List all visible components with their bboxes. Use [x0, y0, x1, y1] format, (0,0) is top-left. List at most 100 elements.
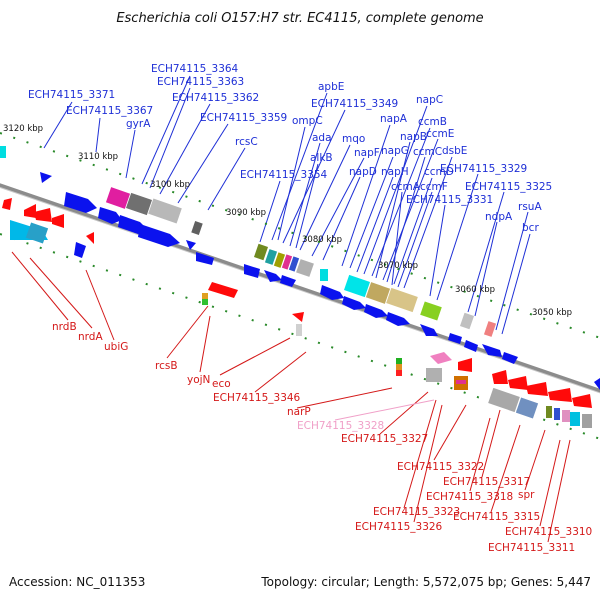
gene-label[interactable]: ECH74115_3326 — [355, 521, 443, 533]
accession-text: Accession: NC_011353 — [9, 575, 145, 589]
gene-arrow — [244, 264, 260, 278]
gene-box — [554, 408, 560, 420]
gene-label[interactable]: napA — [380, 113, 408, 125]
gene-label[interactable]: napH — [381, 166, 409, 178]
gene-box — [148, 198, 182, 224]
pseudogene-label[interactable]: ECH74115_3328 — [297, 420, 384, 432]
gene-label[interactable]: alkB — [310, 152, 333, 164]
pseudo-leader-line — [334, 399, 435, 421]
gene-box — [396, 358, 402, 364]
gene-label[interactable]: ccmC — [413, 146, 442, 158]
gene-label[interactable]: dsbE — [442, 145, 467, 157]
gene-label[interactable]: ada — [312, 132, 332, 144]
gene-label[interactable]: napG — [381, 145, 409, 157]
tick-label: 3050 kbp — [532, 308, 572, 318]
forward-leader-lines — [43, 75, 531, 335]
gene-box — [125, 192, 153, 216]
gene-label[interactable]: ECH74115_3327 — [341, 433, 428, 445]
gene-arrow — [2, 198, 12, 210]
tick-label: 3110 kbp — [78, 152, 118, 162]
gene-label[interactable]: gyrA — [126, 118, 151, 130]
gene-box — [25, 222, 49, 244]
gene-label[interactable]: ECH74115_3349 — [311, 98, 398, 110]
genome-summary-text: Topology: circular; Length: 5,572,075 bp… — [260, 575, 591, 589]
gene-box — [0, 146, 6, 158]
gene-box — [343, 274, 371, 298]
gene-arrow — [526, 382, 548, 396]
gene-label[interactable]: ECH74115_3354 — [240, 169, 328, 181]
gene-label[interactable]: ECH74115_3371 — [28, 89, 115, 101]
gene-box — [459, 312, 475, 330]
gene-box — [296, 259, 314, 277]
gene-label[interactable]: ECH74115_3346 — [213, 392, 301, 404]
gene-label[interactable]: ECH74115_3311 — [488, 542, 575, 554]
gene-box — [202, 293, 208, 299]
gene-label[interactable]: ECH74115_3322 — [397, 461, 484, 473]
gene-box — [281, 254, 293, 270]
gene-arrow — [24, 204, 36, 218]
gene-label[interactable]: narP — [287, 406, 311, 418]
gene-box — [546, 406, 552, 418]
tick-label: 3100 kbp — [150, 180, 190, 190]
gene-box — [456, 380, 466, 384]
gene-label[interactable]: ccmB — [418, 116, 447, 128]
gene-label[interactable]: nrdA — [78, 331, 103, 343]
gene-label[interactable]: ECH74115_3318 — [426, 491, 513, 503]
gene-label[interactable]: ccmE — [426, 128, 454, 140]
gene-label[interactable]: ECH74115_3310 — [505, 526, 592, 538]
gene-label[interactable]: ndpA — [485, 211, 513, 223]
gene-label[interactable]: ECH74115_3323 — [373, 506, 460, 518]
gene-label[interactable]: ubiG — [104, 341, 128, 353]
gene-arrow — [508, 376, 528, 390]
gene-arrow — [186, 240, 196, 250]
gene-label[interactable]: ECH74115_3363 — [157, 76, 244, 88]
gene-arrow — [572, 394, 592, 408]
gene-label[interactable]: ECH74115_3325 — [465, 181, 552, 193]
gene-label[interactable]: eco — [212, 378, 231, 390]
reverse-leader-lines — [11, 251, 571, 543]
gene-label[interactable]: ECH74115_3364 — [151, 63, 239, 75]
gene-box — [296, 324, 302, 336]
gene-arrow — [280, 275, 296, 287]
gene-label[interactable]: ECH74115_3315 — [453, 511, 540, 523]
gene-label[interactable]: ccmA — [391, 181, 421, 193]
gene-label[interactable]: rsuA — [518, 201, 542, 213]
gene-label[interactable]: ECH74115_3359 — [200, 112, 287, 124]
gene-label[interactable]: ECH74115_3367 — [66, 105, 153, 117]
map-title: Escherichia coli O157:H7 str. EC4115, co… — [116, 11, 483, 26]
gene-label[interactable]: bcr — [522, 222, 539, 234]
gene-box — [396, 370, 402, 376]
gene-label[interactable]: napC — [416, 94, 443, 106]
gene-label[interactable]: apbE — [318, 81, 344, 93]
gene-label[interactable]: napB — [400, 131, 427, 143]
gene-label[interactable]: nrdB — [52, 321, 77, 333]
tick-label: 3060 kbp — [455, 285, 495, 295]
gene-box — [386, 287, 418, 313]
gene-label[interactable]: yojN — [187, 374, 210, 386]
gene-arrow — [196, 252, 214, 265]
gene-label[interactable]: ccmD — [424, 166, 454, 178]
gene-arrow — [34, 208, 52, 222]
gene-label[interactable]: ECH74115_3329 — [440, 163, 527, 175]
gene-box — [288, 256, 300, 272]
gene-label[interactable]: rcsB — [155, 360, 178, 372]
gene-label[interactable]: spr — [518, 489, 535, 501]
gene-arrow — [86, 232, 94, 244]
gene-label[interactable]: mqo — [342, 133, 365, 145]
tick-label: 3090 kbp — [226, 208, 266, 218]
gene-label[interactable]: ECH74115_3317 — [443, 476, 530, 488]
gene-label[interactable]: napD — [349, 166, 377, 178]
gene-label[interactable]: napF — [354, 147, 380, 159]
gene-arrow — [264, 270, 282, 282]
gene-box — [488, 387, 520, 413]
gene-arrow — [320, 285, 344, 300]
forward-gene-labels: ECH74115_3371 ECH74115_3367 ECH74115_336… — [28, 63, 552, 234]
gene-label[interactable]: ECH74115_3362 — [172, 92, 259, 104]
gene-label[interactable]: ccmF — [420, 181, 448, 193]
gene-box — [426, 368, 442, 382]
gene-box — [273, 252, 286, 268]
gene-label[interactable]: rcsC — [235, 136, 258, 148]
gene-label[interactable]: ompC — [292, 115, 323, 127]
gene-label[interactable]: ECH74115_3331 — [406, 194, 493, 206]
